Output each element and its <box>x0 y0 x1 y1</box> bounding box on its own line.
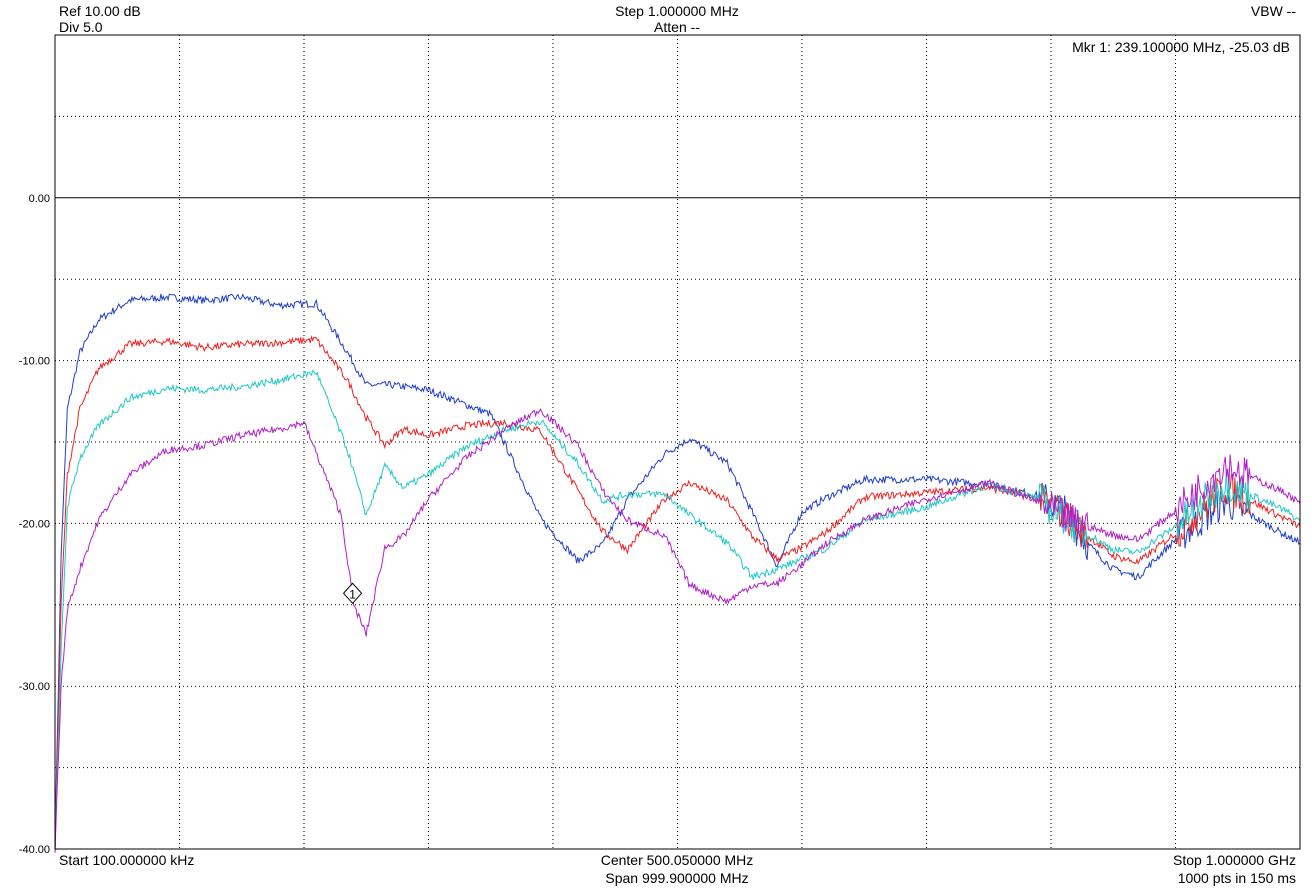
plot-frame <box>54 34 1301 850</box>
vbw-label: VBW -- <box>1250 3 1296 19</box>
trace-3 <box>54 369 1301 849</box>
ref-level-label: Ref 10.00 dB <box>59 3 141 19</box>
y-tick-label: -40.00 <box>19 844 50 856</box>
y-tick-label: -30.00 <box>19 681 50 693</box>
marker-label: 1 <box>349 587 356 601</box>
div-scale-label: Div 5.0 <box>59 19 103 35</box>
step-label: Step 1.000000 MHz <box>615 3 739 19</box>
y-tick-labels: 0.00 -10.00 -20.00 -30.00 -40.00 <box>19 193 50 856</box>
marker-readout: Mkr 1: 239.100000 MHz, -25.03 dB <box>1072 39 1290 55</box>
atten-label: Atten -- <box>654 19 700 35</box>
marker-diamond <box>342 582 363 605</box>
trace-4 <box>54 408 1301 852</box>
start-freq-label: Start 100.000000 kHz <box>59 852 195 868</box>
y-tick-label: -10.00 <box>19 356 50 368</box>
sweep-points-label: 1000 pts in 150 ms <box>1177 870 1296 886</box>
y-tick-label: 0.00 <box>29 193 50 205</box>
span-label: Span 999.900000 MHz <box>605 870 749 886</box>
stop-freq-label: Stop 1.000000 GHz <box>1173 852 1296 868</box>
center-freq-label: Center 500.050000 MHz <box>600 852 754 868</box>
marker: 1 <box>342 582 363 605</box>
traces <box>54 293 1301 853</box>
y-tick-label: -20.00 <box>19 518 50 530</box>
grid <box>55 35 1300 849</box>
trace-1 <box>54 293 1301 853</box>
